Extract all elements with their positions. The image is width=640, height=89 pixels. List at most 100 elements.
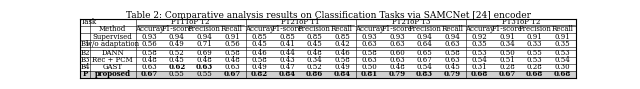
Text: GAST: GAST bbox=[102, 63, 123, 71]
Text: 0.91: 0.91 bbox=[499, 33, 515, 41]
Text: 0.79: 0.79 bbox=[444, 70, 461, 78]
Text: 0.93: 0.93 bbox=[389, 33, 405, 41]
Text: B1: B1 bbox=[80, 40, 90, 48]
Text: B2: B2 bbox=[80, 49, 90, 57]
Text: 0.56: 0.56 bbox=[224, 40, 240, 48]
Text: 0.93: 0.93 bbox=[362, 33, 378, 41]
Text: 0.85: 0.85 bbox=[307, 33, 323, 41]
Text: 0.49: 0.49 bbox=[169, 40, 185, 48]
Text: PT1ToP T2: PT1ToP T2 bbox=[172, 18, 210, 26]
Text: 0.84: 0.84 bbox=[333, 70, 351, 78]
Text: 0.43: 0.43 bbox=[279, 56, 295, 64]
Text: 0.45: 0.45 bbox=[444, 63, 460, 71]
Text: DANN: DANN bbox=[101, 49, 124, 57]
Text: 0.69: 0.69 bbox=[196, 49, 212, 57]
Text: 0.35: 0.35 bbox=[472, 40, 488, 48]
Text: 0.55: 0.55 bbox=[527, 49, 543, 57]
Text: 0.82: 0.82 bbox=[251, 70, 268, 78]
Text: w/o adaptation: w/o adaptation bbox=[86, 40, 140, 48]
Text: 0.55: 0.55 bbox=[169, 70, 185, 78]
Text: 0.45: 0.45 bbox=[252, 40, 268, 48]
Text: 0.42: 0.42 bbox=[334, 40, 350, 48]
Text: Precision: Precision bbox=[298, 25, 331, 33]
Text: 0.50: 0.50 bbox=[362, 63, 378, 71]
Text: 0.63: 0.63 bbox=[444, 40, 460, 48]
Text: 0.83: 0.83 bbox=[416, 70, 433, 78]
Text: Precision: Precision bbox=[188, 25, 221, 33]
Text: 0.45: 0.45 bbox=[307, 40, 323, 48]
Text: 0.55: 0.55 bbox=[196, 70, 212, 78]
Text: 0.58: 0.58 bbox=[141, 49, 157, 57]
Text: 0.46: 0.46 bbox=[252, 49, 268, 57]
Text: 0.58: 0.58 bbox=[334, 56, 350, 64]
Text: 0.48: 0.48 bbox=[224, 56, 240, 64]
Text: 0.63: 0.63 bbox=[141, 63, 157, 71]
Text: Method: Method bbox=[99, 25, 126, 33]
Text: Accuray: Accuray bbox=[135, 25, 164, 33]
Text: B3: B3 bbox=[80, 56, 90, 64]
Text: Rec + PCM: Rec + PCM bbox=[92, 56, 133, 64]
Text: 0.92: 0.92 bbox=[472, 33, 488, 41]
Text: 0.53: 0.53 bbox=[472, 49, 488, 57]
Text: 0.63: 0.63 bbox=[362, 40, 378, 48]
Text: 0.91: 0.91 bbox=[527, 33, 543, 41]
Text: 0.67: 0.67 bbox=[141, 70, 158, 78]
Text: 0.44: 0.44 bbox=[279, 49, 295, 57]
Text: 0.54: 0.54 bbox=[472, 56, 488, 64]
Text: 0.86: 0.86 bbox=[306, 70, 323, 78]
Text: 0.46: 0.46 bbox=[334, 49, 350, 57]
Text: Recall: Recall bbox=[331, 25, 353, 33]
Text: 0.51: 0.51 bbox=[499, 56, 515, 64]
Text: 0.58: 0.58 bbox=[362, 49, 378, 57]
Text: 0.58: 0.58 bbox=[252, 56, 268, 64]
Text: 0.28: 0.28 bbox=[527, 63, 543, 71]
Text: 0.53: 0.53 bbox=[554, 49, 570, 57]
Text: Task: Task bbox=[81, 18, 97, 26]
Text: 0.68: 0.68 bbox=[471, 70, 488, 78]
Text: 0.63: 0.63 bbox=[224, 63, 240, 71]
Text: 0.48: 0.48 bbox=[389, 63, 405, 71]
Text: 0.62: 0.62 bbox=[168, 63, 186, 71]
Text: 0.48: 0.48 bbox=[196, 56, 212, 64]
Text: 0.30: 0.30 bbox=[554, 63, 570, 71]
Text: 0.68: 0.68 bbox=[554, 70, 571, 78]
Text: 0.64: 0.64 bbox=[417, 40, 433, 48]
Text: 0.54: 0.54 bbox=[417, 63, 433, 71]
Text: 0.48: 0.48 bbox=[141, 56, 157, 64]
Text: 0.63: 0.63 bbox=[444, 56, 460, 64]
Text: 0.63: 0.63 bbox=[389, 40, 405, 48]
Text: 0.94: 0.94 bbox=[417, 33, 433, 41]
Text: Table 2: Comparative analysis results on Classification Tasks via SAMCNet [24] e: Table 2: Comparative analysis results on… bbox=[125, 11, 531, 20]
Text: 0.94: 0.94 bbox=[444, 33, 460, 41]
Text: B4: B4 bbox=[80, 63, 90, 71]
Text: 0.33: 0.33 bbox=[527, 40, 543, 48]
Text: proposed: proposed bbox=[95, 70, 131, 78]
Text: F1-score: F1-score bbox=[271, 25, 302, 33]
Text: PT2ToP T3: PT2ToP T3 bbox=[392, 18, 430, 26]
Text: 0.45: 0.45 bbox=[169, 56, 185, 64]
Text: 0.53: 0.53 bbox=[527, 56, 543, 64]
Text: Accuray: Accuray bbox=[245, 25, 274, 33]
Bar bbox=[80, 71, 576, 78]
Text: Recall: Recall bbox=[221, 25, 243, 33]
Text: 0.50: 0.50 bbox=[499, 49, 515, 57]
Text: 0.85: 0.85 bbox=[279, 33, 295, 41]
Text: 0.91: 0.91 bbox=[224, 33, 240, 41]
Text: 0.58: 0.58 bbox=[224, 49, 240, 57]
Text: 0.31: 0.31 bbox=[472, 63, 488, 71]
Text: 0.94: 0.94 bbox=[196, 33, 212, 41]
Text: 0.91: 0.91 bbox=[554, 33, 570, 41]
Text: 0.63: 0.63 bbox=[196, 63, 213, 71]
Text: F1-score: F1-score bbox=[381, 25, 413, 33]
Text: F1-score: F1-score bbox=[161, 25, 192, 33]
Text: 0.79: 0.79 bbox=[388, 70, 406, 78]
Text: 0.41: 0.41 bbox=[279, 40, 295, 48]
Text: 0.67: 0.67 bbox=[223, 70, 241, 78]
Text: 0.81: 0.81 bbox=[361, 70, 378, 78]
Text: 0.94: 0.94 bbox=[169, 33, 185, 41]
Text: 0.67: 0.67 bbox=[417, 56, 433, 64]
Text: Precision: Precision bbox=[518, 25, 551, 33]
Text: 0.93: 0.93 bbox=[141, 33, 157, 41]
Text: PT2ToP T1: PT2ToP T1 bbox=[282, 18, 320, 26]
Text: 0.56: 0.56 bbox=[141, 40, 157, 48]
